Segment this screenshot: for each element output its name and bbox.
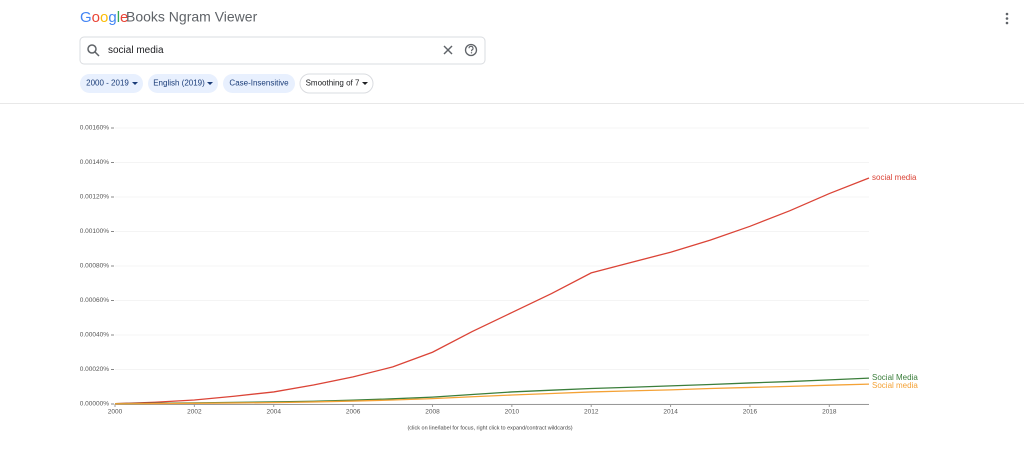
search-icon-handle — [94, 51, 100, 57]
x-tick-label: 2000 — [108, 409, 123, 416]
x-tick-label: 2018 — [822, 409, 837, 416]
x-tick-label: 2012 — [584, 409, 599, 416]
help-icon-circle — [464, 43, 478, 57]
chip-arrow — [132, 82, 138, 85]
chip-label: Smoothing of 7 — [306, 79, 360, 88]
chip[interactable] — [223, 74, 295, 93]
chip-arrow — [362, 82, 368, 85]
chip-label: English (2019) — [153, 79, 205, 88]
chip[interactable] — [299, 73, 374, 94]
series-line[interactable] — [114, 177, 870, 405]
y-tick-label: 0.00040% — [80, 332, 109, 339]
help-icon[interactable] — [464, 43, 478, 57]
search-icon — [87, 44, 100, 57]
clear-icon-stroke — [443, 45, 453, 55]
logo[interactable]: Google — [80, 9, 128, 26]
y-tick-label: 0.00120% — [80, 194, 109, 201]
y-tick-label: 0.00080% — [80, 263, 109, 270]
menu-dot — [1005, 17, 1009, 20]
menu-dot — [1005, 12, 1009, 16]
x-tick-label: 2010 — [505, 409, 520, 416]
x-tick-label: 2002 — [187, 409, 202, 416]
y-tick-label: 0.00060% — [80, 297, 109, 304]
chip-arrow — [207, 82, 213, 85]
search-icon-circle — [87, 44, 97, 54]
menu-icon[interactable] — [1005, 12, 1009, 25]
y-tick-label: 0.00160% — [80, 125, 109, 132]
series-label[interactable]: Social media — [872, 381, 918, 390]
chart: 0.00000% 0.00020% 0.00040% 0.00060% 0.00080%… — [80, 125, 919, 432]
series-line[interactable] — [114, 383, 870, 405]
series-label[interactable]: Social Media — [872, 373, 918, 382]
app-title: Books Ngram Viewer — [126, 9, 258, 25]
y-tick-label: 0.00140% — [80, 159, 109, 166]
y-tick-label: 0.00020% — [80, 366, 109, 373]
search-box[interactable] — [79, 36, 486, 65]
chip-label: 2000 - 2019 — [86, 79, 129, 88]
x-tick-label: 2014 — [663, 409, 678, 416]
menu-dot — [1005, 21, 1009, 25]
chart-note: (click on line/label for focus, right cl… — [407, 425, 572, 431]
y-tick-label: 0.00000% — [80, 401, 109, 408]
x-tick-label: 2008 — [425, 409, 440, 416]
chip-label: Case-Insensitive — [229, 79, 289, 88]
x-tick-label: 2004 — [267, 409, 282, 416]
clear-icon[interactable] — [443, 45, 453, 55]
chip-bar: 2000 - 2019 English (2019) Case-Insensitiv… — [80, 73, 374, 94]
series-line[interactable] — [114, 377, 870, 405]
help-icon-mark — [468, 45, 474, 52]
help-icon-dot — [470, 52, 473, 54]
x-tick-label: 2016 — [743, 409, 758, 416]
series-label[interactable]: social media — [872, 173, 917, 182]
x-tick-label: 2006 — [346, 409, 361, 416]
chip[interactable] — [80, 74, 143, 93]
y-tick-label: 0.00100% — [80, 228, 109, 235]
chip[interactable] — [148, 74, 218, 93]
search-query[interactable]: social media — [108, 45, 164, 56]
